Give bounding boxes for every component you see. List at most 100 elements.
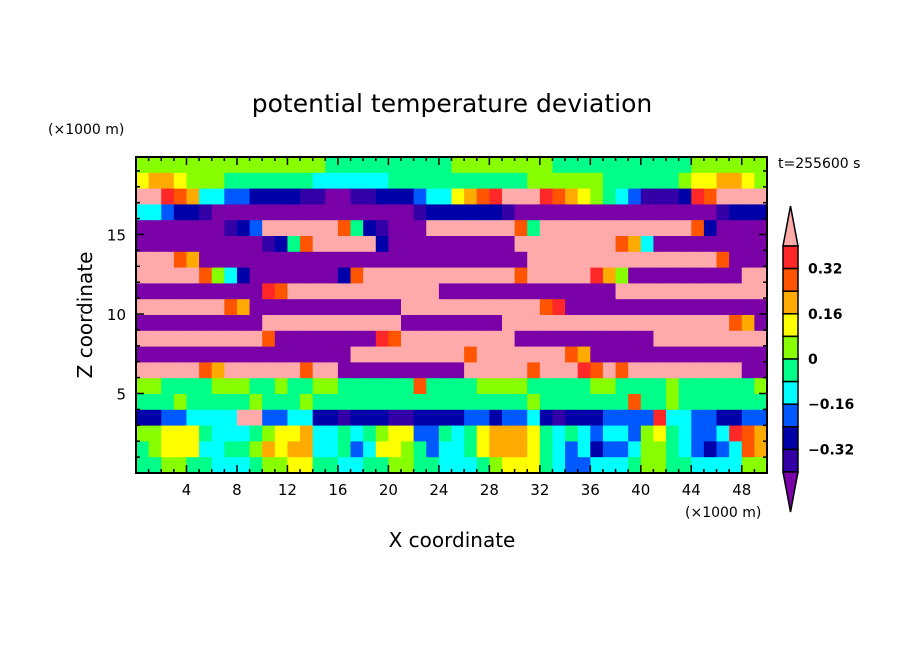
field-cell — [754, 362, 768, 379]
field-cell — [287, 330, 301, 348]
colorbar — [782, 205, 799, 513]
field-cell — [249, 204, 263, 221]
field-cell — [337, 425, 352, 442]
field-cell — [186, 267, 200, 284]
field-cell — [312, 299, 326, 316]
field-cell — [615, 457, 629, 474]
field-cell — [148, 188, 162, 205]
field-cell — [703, 457, 718, 474]
field-cell — [426, 315, 440, 332]
time-label: t=255600 s — [778, 156, 860, 172]
field-cell — [161, 157, 175, 174]
field-cell — [274, 299, 289, 316]
field-cell — [678, 204, 692, 221]
field-cell — [590, 220, 604, 237]
field-cell — [136, 236, 150, 253]
field-cell — [527, 251, 541, 269]
field-cell — [451, 409, 465, 427]
field-cell — [438, 188, 453, 205]
y-tick-label: 10 — [107, 306, 126, 324]
field-cell — [489, 441, 503, 458]
field-cell — [287, 315, 301, 332]
field-cell — [565, 441, 579, 458]
field-cell — [729, 362, 743, 379]
field-cell — [401, 425, 415, 442]
field-cell — [527, 330, 541, 348]
field-cell — [173, 362, 188, 379]
field-cell — [691, 251, 705, 269]
field-cell — [527, 362, 541, 379]
field-cell — [136, 425, 150, 442]
field-cell — [703, 425, 718, 442]
field-cell — [640, 362, 655, 379]
field-cell — [527, 394, 541, 411]
field-cell — [451, 378, 465, 395]
field-cell — [325, 220, 339, 237]
field-cell — [514, 188, 528, 205]
field-cell — [754, 330, 768, 348]
field-cell — [527, 457, 541, 474]
field-cell — [262, 172, 276, 190]
field-cell — [577, 362, 591, 379]
field-cell — [224, 457, 238, 474]
field-cell — [527, 204, 541, 221]
field-cell — [653, 251, 667, 269]
field-cell — [136, 188, 150, 205]
field-cell — [741, 299, 755, 316]
y-tick-labels: 5 10 15 — [107, 227, 126, 404]
field-cell — [451, 172, 465, 190]
field-cell — [514, 457, 528, 474]
field-cell — [438, 204, 453, 221]
field-cell — [337, 220, 352, 237]
field-cell — [249, 409, 263, 427]
field-cell — [703, 283, 718, 300]
field-cell — [514, 441, 528, 458]
field-cell — [678, 283, 692, 300]
field-cell — [426, 330, 440, 348]
field-cell — [236, 299, 251, 316]
field-cell — [199, 409, 213, 427]
field-cell — [729, 204, 743, 221]
field-cell — [615, 220, 629, 237]
field-cell — [716, 157, 730, 174]
field-cell — [426, 346, 440, 363]
field-cell — [590, 378, 604, 395]
field-cell — [413, 220, 427, 237]
field-cell — [527, 299, 541, 316]
field-cell — [199, 283, 213, 300]
field-cell — [136, 330, 150, 348]
colorbar-max-extension — [782, 205, 799, 247]
field-cell — [703, 267, 718, 284]
field-cell — [300, 283, 314, 300]
field-cell — [476, 425, 490, 442]
colorbar-min-extension — [782, 471, 799, 513]
field-cell — [754, 204, 768, 221]
field-cell — [489, 330, 503, 348]
field-cell — [552, 441, 566, 458]
field-cell — [413, 425, 427, 442]
field-cell — [539, 267, 554, 284]
field-cell — [287, 409, 301, 427]
field-cell — [476, 204, 490, 221]
field-cell — [199, 188, 213, 205]
field-cell — [590, 204, 604, 221]
field-cell — [287, 441, 301, 458]
field-cell — [211, 283, 225, 300]
field-cell — [666, 204, 680, 221]
field-cell — [148, 425, 162, 442]
field-cell — [514, 409, 528, 427]
field-cell — [501, 425, 516, 442]
field-cell — [363, 425, 377, 442]
field-cell — [375, 457, 389, 474]
field-cell — [388, 315, 402, 332]
field-cell — [262, 362, 276, 379]
field-cell — [300, 299, 314, 316]
field-cell — [741, 441, 755, 458]
field-cell — [287, 299, 301, 316]
field-cell — [451, 330, 465, 348]
field-cell — [312, 441, 326, 458]
field-cell — [464, 394, 478, 411]
field-cell — [161, 457, 175, 474]
field-cell — [716, 283, 730, 300]
field-cell — [186, 157, 200, 174]
